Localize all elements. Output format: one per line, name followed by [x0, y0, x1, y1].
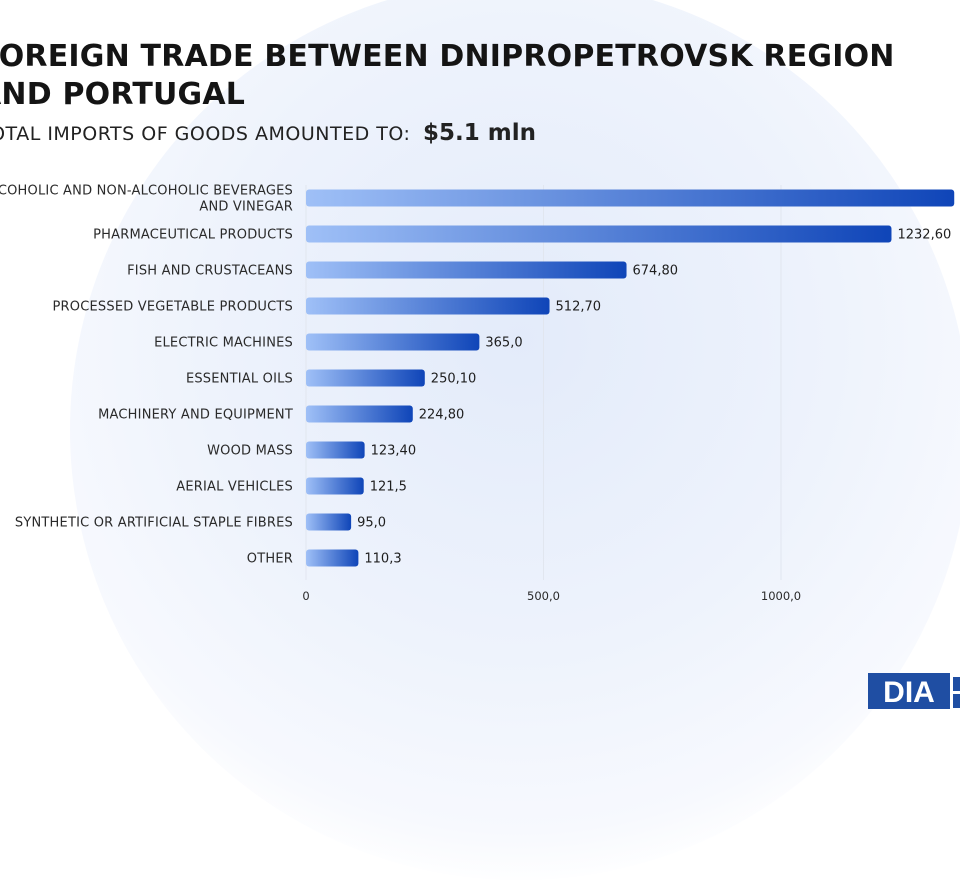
value-label: 123,40 — [371, 444, 417, 459]
bar — [306, 549, 359, 567]
chart-title: FOREIGN TRADE BETWEEN DNIPROPETROVSK REG… — [0, 39, 895, 112]
bar — [306, 225, 892, 243]
logo-mark-bottom — [953, 694, 960, 708]
bar-chart: ALCOHOLIC AND NON-ALCOHOLIC BEVERAGESAND… — [0, 184, 955, 603]
category-label: AND VINEGAR — [199, 200, 293, 215]
tick-layer: 0 500,0 1000,0 — [302, 589, 801, 603]
x-tick-label: 1000,0 — [761, 589, 801, 603]
bar — [306, 405, 413, 423]
category-label: SYNTHETIC OR ARTIFICIAL STAPLE FIBRES — [15, 516, 293, 531]
x-tick-label: 0 — [302, 589, 309, 603]
logo-background — [868, 673, 950, 709]
value-label: 95,0 — [357, 516, 386, 531]
category-label: PHARMACEUTICAL PRODUCTS — [93, 228, 293, 243]
bar — [306, 333, 480, 351]
category-label: ALCOHOLIC AND NON-ALCOHOLIC BEVERAGES — [0, 184, 293, 199]
value-label: 1232,60 — [897, 228, 951, 243]
subtitle-amount: $5.1 mln — [422, 120, 536, 146]
dia-logo: DIA — [868, 673, 960, 709]
bar — [306, 513, 352, 531]
logo-mark-top — [953, 677, 960, 691]
category-label: MACHINERY AND EQUIPMENT — [98, 408, 293, 423]
value-label: 121,5 — [370, 480, 407, 495]
bar — [306, 261, 627, 279]
value-label: 512,70 — [556, 300, 602, 315]
subtitle-text: TOTAL IMPORTS OF GOODS AMOUNTED TO: — [0, 123, 411, 145]
logo-text: DIA — [883, 676, 935, 709]
x-tick-label: 500,0 — [527, 589, 560, 603]
label-layer: ALCOHOLIC AND NON-ALCOHOLIC BEVERAGESAND… — [0, 184, 951, 567]
category-label: PROCESSED VEGETABLE PRODUCTS — [53, 300, 293, 315]
category-label: FISH AND CRUSTACEANS — [127, 264, 293, 279]
category-label: OTHER — [247, 552, 293, 567]
bar — [306, 369, 425, 387]
value-label: 365,0 — [485, 336, 522, 351]
bar — [306, 189, 955, 207]
category-label: WOOD MASS — [207, 444, 293, 459]
value-label: 110,3 — [364, 552, 401, 567]
value-label: 250,10 — [431, 372, 477, 387]
value-label: 674,80 — [633, 264, 679, 279]
category-label: ESSENTIAL OILS — [186, 372, 293, 387]
category-label: AERIAL VEHICLES — [176, 480, 293, 495]
value-label: 224,80 — [419, 408, 465, 423]
chart-subtitle: TOTAL IMPORTS OF GOODS AMOUNTED TO: $5.1… — [0, 120, 536, 146]
bar — [306, 297, 550, 315]
bar — [306, 477, 364, 495]
bar — [306, 441, 365, 459]
category-label: ELECTRIC MACHINES — [154, 336, 293, 351]
bar-layer — [306, 189, 955, 567]
